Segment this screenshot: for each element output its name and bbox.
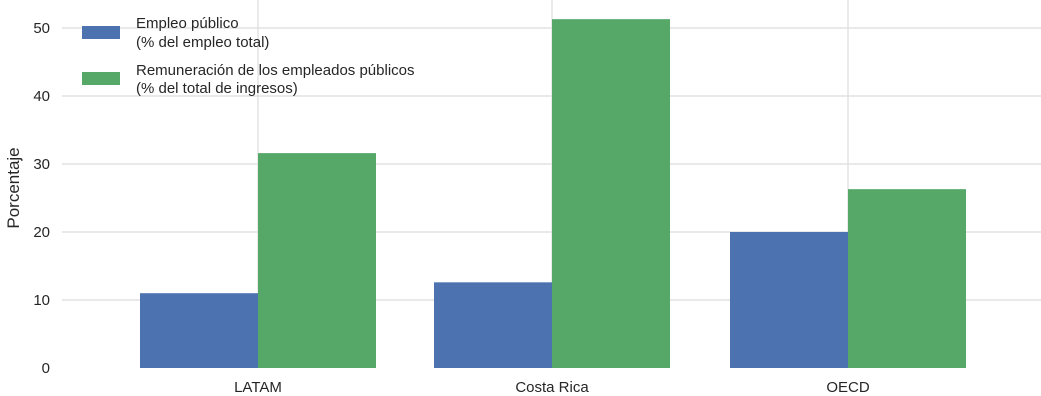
y-axis-title: Porcentaje [4, 147, 23, 228]
y-tick-label: 40 [33, 88, 50, 105]
x-tick-label: LATAM [234, 379, 282, 396]
x-tick-labels: LATAM Costa Rica OECD [234, 379, 870, 396]
bar-empleo-1 [434, 282, 552, 368]
legend-label-empleo-line1: Empleo público [136, 15, 239, 32]
legend-label-empleo-line2: (% del empleo total) [136, 34, 269, 51]
legend-label-remuneracion-line1: Remuneración de los empleados públicos [136, 62, 415, 79]
x-tick-label: OECD [826, 379, 870, 396]
y-tick-label: 20 [33, 224, 50, 241]
bar-empleo-0 [140, 293, 258, 368]
bar-remuneracion-1 [552, 19, 670, 368]
bars [140, 19, 966, 368]
y-tick-label: 0 [42, 360, 50, 377]
legend-swatch-remuneracion [82, 72, 120, 85]
y-tick-label: 30 [33, 156, 50, 173]
y-tick-labels: 0 10 20 30 40 50 [33, 20, 50, 377]
y-tick-label: 10 [33, 292, 50, 309]
x-tick-label: Costa Rica [515, 379, 589, 396]
y-tick-label: 50 [33, 20, 50, 37]
legend-label-remuneracion-line2: (% del total de ingresos) [136, 80, 298, 97]
bar-remuneracion-2 [848, 189, 966, 368]
bar-empleo-2 [730, 232, 848, 368]
legend: Empleo público (% del empleo total) Remu… [82, 15, 415, 97]
bar-remuneracion-0 [258, 153, 376, 368]
legend-swatch-empleo [82, 26, 120, 39]
